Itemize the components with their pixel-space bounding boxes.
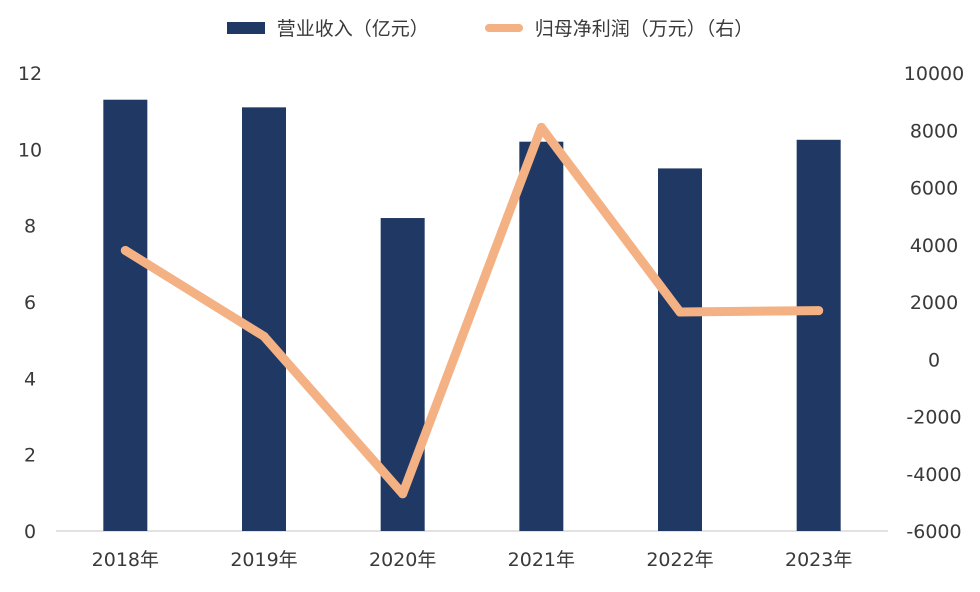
line-net-profit — [120, 122, 824, 499]
x-tick-label-1: 2019年 — [230, 549, 297, 571]
x-tick-label-2: 2020年 — [369, 549, 436, 571]
bar-revenue-3 — [519, 141, 564, 531]
y-left-tick-label-4: 8 — [24, 216, 36, 238]
bar-revenue-4 — [658, 168, 702, 531]
point-net-profit-5 — [814, 306, 824, 316]
y-right-tick-label-3: 0 — [928, 349, 940, 371]
y-right-tick-label-4: 2000 — [910, 292, 958, 314]
y-right-tick-label-2: -2000 — [906, 407, 961, 429]
point-net-profit-0 — [120, 245, 130, 255]
x-tick-label-5: 2023年 — [785, 549, 852, 571]
legend-item-net-profit: 归母净利润（万元）（右） — [484, 14, 754, 41]
y-left-tick-label-6: 12 — [18, 63, 42, 85]
y-right-tick-label-8: 10000 — [904, 63, 964, 85]
y-right-tick-label-5: 4000 — [910, 235, 958, 257]
y-right-tick-label-6: 6000 — [910, 178, 958, 200]
legend-label-net-profit: 归母净利润（万元）（右） — [534, 18, 754, 40]
y-left-tick-label-1: 2 — [24, 445, 36, 467]
y-right-tick-label-7: 8000 — [910, 120, 958, 142]
bar-revenue-1 — [242, 107, 286, 531]
point-net-profit-1 — [259, 331, 269, 341]
legend-label-revenue: 营业收入（亿元） — [276, 18, 429, 40]
point-net-profit-3 — [536, 122, 546, 132]
y-right-tick-label-1: -4000 — [906, 464, 961, 486]
legend-item-revenue: 营业收入（亿元） — [226, 14, 429, 41]
bar-revenue-0 — [103, 99, 148, 531]
x-tick-label-4: 2022年 — [646, 549, 713, 571]
y-left-tick-label-0: 0 — [24, 521, 36, 543]
y-right-tick-label-0: -6000 — [906, 521, 961, 543]
x-tick-label-3: 2021年 — [508, 549, 575, 571]
y-left-tick-label-5: 10 — [18, 139, 42, 161]
point-net-profit-2 — [398, 489, 408, 499]
point-net-profit-4 — [675, 307, 685, 317]
x-tick-label-0: 2018年 — [92, 549, 159, 571]
y-left-tick-label-2: 4 — [24, 368, 36, 390]
legend: 营业收入（亿元） 归母净利润（万元）（右） — [0, 14, 980, 41]
bar-revenue-5 — [796, 139, 841, 531]
legend-swatch-revenue — [226, 21, 265, 34]
y-left-tick-label-3: 6 — [24, 292, 36, 314]
legend-swatch-net-profit — [484, 23, 523, 32]
